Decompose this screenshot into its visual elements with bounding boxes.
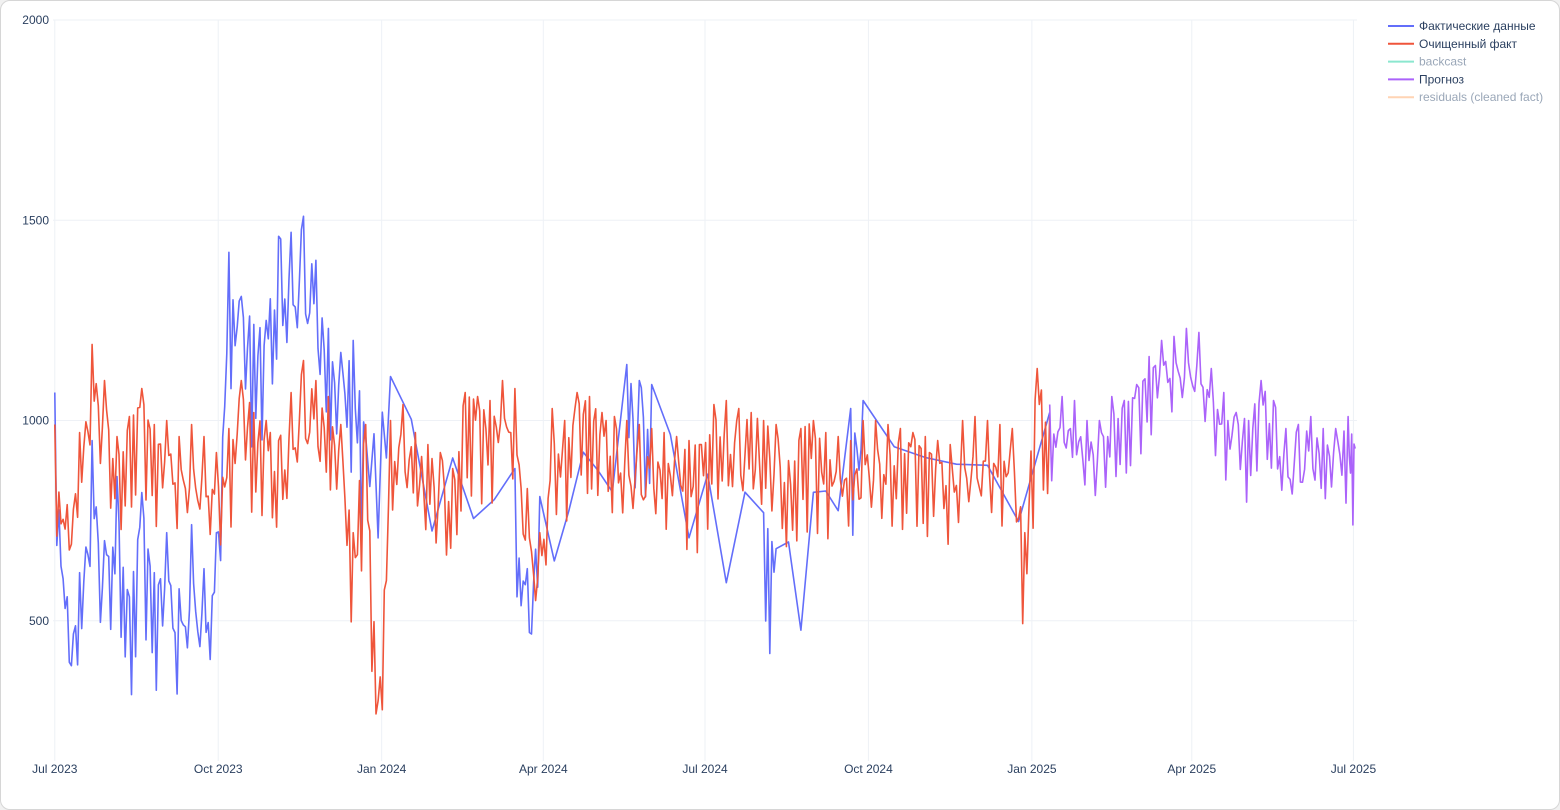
x-axis: Jul 2023 Oct 2023 Jan 2024 Apr 2024 Jul 2024… bbox=[32, 762, 1376, 776]
legend-label: Фактические данные bbox=[1419, 19, 1536, 33]
legend-item-3[interactable]: Прогноз bbox=[1388, 72, 1465, 86]
x-tick-label: Apr 2025 bbox=[1167, 762, 1216, 776]
x-tick-label: Oct 2024 bbox=[844, 762, 893, 776]
x-tick-label: Jul 2025 bbox=[1331, 762, 1377, 776]
series-line-3 bbox=[1048, 327, 1356, 526]
x-tick-label: Jan 2025 bbox=[1007, 762, 1057, 776]
series-line-1 bbox=[54, 343, 1051, 715]
legend-item-2[interactable]: backcast bbox=[1388, 55, 1467, 69]
traces-layer bbox=[54, 215, 1356, 715]
y-tick-label: 1500 bbox=[22, 213, 49, 227]
legend: Фактические данные Очищенный факт backcast… bbox=[1388, 19, 1543, 104]
legend-label: Очищенный факт bbox=[1419, 37, 1518, 51]
legend-label: backcast bbox=[1419, 55, 1467, 69]
legend-label: residuals (cleaned fact) bbox=[1419, 90, 1543, 104]
x-tick-label: Jul 2024 bbox=[682, 762, 728, 776]
y-tick-label: 500 bbox=[29, 614, 49, 628]
y-axis: 500 1000 1500 2000 bbox=[22, 13, 49, 628]
x-tick-label: Jan 2024 bbox=[357, 762, 407, 776]
grid-layer bbox=[53, 19, 1357, 761]
y-tick-label: 1000 bbox=[22, 414, 49, 428]
x-tick-label: Jul 2023 bbox=[32, 762, 78, 776]
x-tick-label: Oct 2023 bbox=[194, 762, 243, 776]
y-tick-label: 2000 bbox=[22, 13, 49, 27]
legend-label: Прогноз bbox=[1419, 72, 1465, 86]
legend-item-4[interactable]: residuals (cleaned fact) bbox=[1388, 90, 1543, 104]
legend-item-0[interactable]: Фактические данные bbox=[1388, 19, 1536, 33]
legend-item-1[interactable]: Очищенный факт bbox=[1388, 37, 1518, 51]
x-tick-label: Apr 2024 bbox=[519, 762, 568, 776]
